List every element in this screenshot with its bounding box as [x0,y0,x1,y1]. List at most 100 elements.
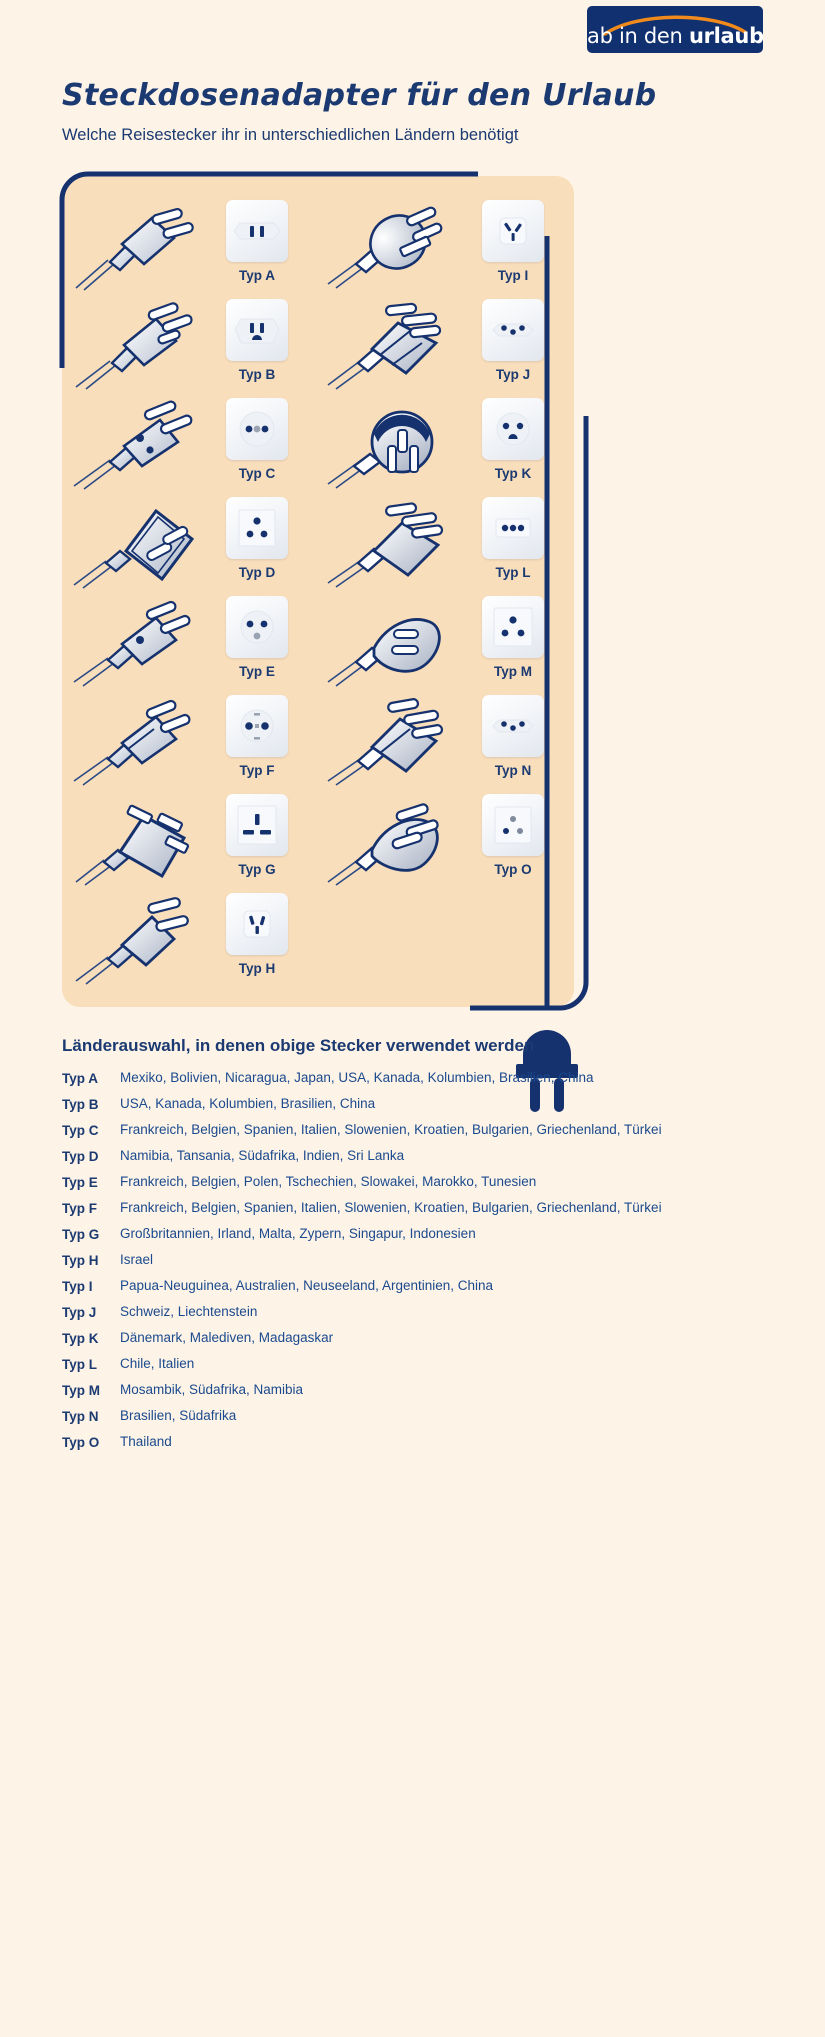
country-row: Typ M Mosambik, Südafrika, Namibia [62,1380,772,1400]
country-row-type: Typ H [62,1253,99,1268]
country-row-countries: Mosambik, Südafrika, Namibia [120,1382,304,1397]
country-row: Typ B USA, Kanada, Kolumbien, Brasilien,… [62,1094,772,1114]
socket-cell-c: Typ C [202,398,312,481]
country-row-type: Typ N [62,1409,99,1424]
logo-wordmark: ab in den urlaub [587,24,763,48]
plug-row-i: Typ I [318,200,574,300]
country-row-countries: Dänemark, Malediven, Madagaskar [120,1330,334,1345]
plug-row-o: Typ O [318,794,574,894]
socket-label-m: Typ M [494,664,532,679]
plug-row-l: Typ L [318,497,574,597]
plug-row-g: Typ G [62,794,318,894]
socket-type-l [482,497,544,559]
country-row-type: Typ D [62,1149,99,1164]
socket-type-f [226,695,288,757]
plug-illustration-g [70,794,200,886]
country-row: Typ K Dänemark, Malediven, Madagaskar [62,1328,772,1348]
plug-illustration-j [326,299,456,391]
plug-panel: Typ A [59,171,589,2008]
socket-label-g: Typ G [238,862,276,877]
country-row: Typ C Frankreich, Belgien, Spanien, Ital… [62,1120,772,1140]
plug-row-d: Typ D [62,497,318,597]
socket-cell-b: Typ B [202,299,312,382]
socket-cell-g: Typ G [202,794,312,877]
country-row-type: Typ L [62,1357,97,1372]
country-row: Typ J Schweiz, Liechtenstein [62,1302,772,1322]
country-row-countries: Papua-Neuguinea, Australien, Neuseeland,… [120,1278,494,1293]
plug-row-c: Typ C [62,398,318,498]
country-row-countries: Israel [120,1252,154,1267]
plug-illustration-i [326,200,456,292]
socket-cell-h: Typ H [202,893,312,976]
socket-type-j [482,299,544,361]
country-row-type: Typ B [62,1097,99,1112]
socket-label-k: Typ K [494,466,532,481]
country-row-type: Typ G [62,1227,100,1242]
country-row: Typ F Frankreich, Belgien, Spanien, Ital… [62,1198,772,1218]
socket-cell-i: Typ I [458,200,568,283]
plug-illustration-c [70,398,200,490]
plug-row-f: Typ F [62,695,318,795]
plug-row-k: Typ K [318,398,574,498]
country-row: Typ O Thailand [62,1432,772,1452]
socket-label-n: Typ N [494,763,532,778]
plug-illustration-o [326,794,456,886]
country-row-type: Typ O [62,1435,100,1450]
socket-label-h: Typ H [238,961,276,976]
plug-illustration-l [326,497,456,589]
plug-icon [516,1030,578,1112]
country-row-type: Typ C [62,1123,99,1138]
plug-illustration-e [70,596,200,688]
country-row-countries: USA, Kanada, Kolumbien, Brasilien, China [120,1096,376,1111]
logo-word-light: ab in den [587,24,689,48]
socket-cell-e: Typ E [202,596,312,679]
logo-arc-icon [603,15,747,36]
country-row: Typ N Brasilien, Südafrika [62,1406,772,1426]
page-subtitle: Welche Reisestecker ihr in unterschiedli… [62,126,519,144]
country-row-countries: Mexiko, Bolivien, Nicaragua, Japan, USA,… [120,1070,594,1085]
socket-label-a: Typ A [239,268,275,283]
country-row-countries: Namibia, Tansania, Südafrika, Indien, Sr… [120,1148,405,1163]
country-row: Typ G Großbritannien, Irland, Malta, Zyp… [62,1224,772,1244]
plug-row-m: Typ M [318,596,574,696]
socket-cell-d: Typ D [202,497,312,580]
plug-row-b: Typ B [62,299,318,399]
socket-cell-a: Typ A [202,200,312,283]
socket-cell-m: Typ M [458,596,568,679]
country-row: Typ D Namibia, Tansania, Südafrika, Indi… [62,1146,772,1166]
plug-illustration-f [70,695,200,787]
socket-type-e [226,596,288,658]
socket-label-i: Typ I [497,268,529,283]
socket-cell-f: Typ F [202,695,312,778]
country-row-countries: Chile, Italien [120,1356,195,1371]
socket-type-k [482,398,544,460]
plug-illustration-d [70,497,200,589]
country-row: Typ L Chile, Italien [62,1354,772,1374]
plug-row-e: Typ E [62,596,318,696]
socket-label-j: Typ J [495,367,531,382]
plug-illustration-a [70,200,200,292]
country-row-type: Typ F [62,1201,97,1216]
plug-illustration-k [326,398,456,490]
plug-illustration-n [326,695,456,787]
page-title: Steckdosenadapter für den Urlaub [62,78,657,113]
socket-label-c: Typ C [238,466,276,481]
socket-label-o: Typ O [494,862,532,877]
country-list-title: Länderauswahl, in denen obige Stecker ve… [62,1036,535,1055]
brand-logo[interactable]: ab in den urlaub [587,6,763,53]
plug-illustration-h [70,893,200,985]
country-row-countries: Brasilien, Südafrika [120,1408,237,1423]
plug-row-j: Typ J [318,299,574,399]
plug-row-a: Typ A [62,200,318,300]
socket-type-a [226,200,288,262]
plug-illustration-m [326,596,456,688]
socket-label-d: Typ D [238,565,276,580]
country-row-countries: Schweiz, Liechtenstein [120,1304,258,1319]
socket-type-o [482,794,544,856]
socket-label-e: Typ E [239,664,275,679]
country-row: Typ E Frankreich, Belgien, Polen, Tschec… [62,1172,772,1192]
country-row-type: Typ I [62,1279,93,1294]
country-row: Typ H Israel [62,1250,772,1270]
country-row-countries: Großbritannien, Irland, Malta, Zypern, S… [120,1226,476,1241]
